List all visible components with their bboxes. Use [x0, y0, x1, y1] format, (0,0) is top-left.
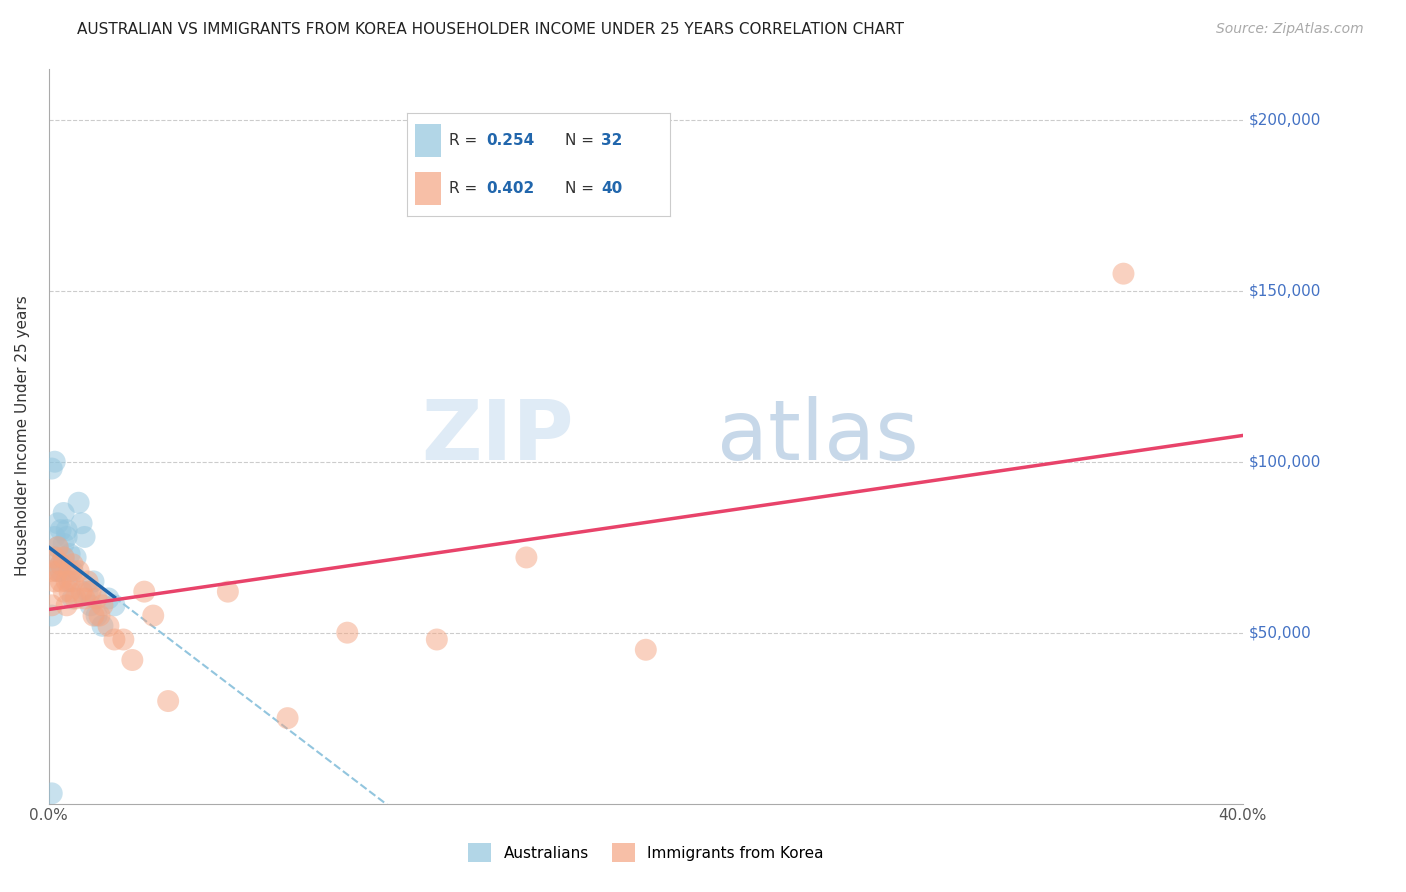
FancyBboxPatch shape [415, 172, 441, 205]
Point [83, 574, 105, 589]
Point [44, 530, 66, 544]
Point [65, 591, 87, 606]
Point [65, 550, 87, 565]
Text: AUSTRALIAN VS IMMIGRANTS FROM KOREA HOUSEHOLDER INCOME UNDER 25 YEARS CORRELATIO: AUSTRALIAN VS IMMIGRANTS FROM KOREA HOUS… [77, 22, 904, 37]
Point [217, 584, 239, 599]
Point [142, 608, 165, 623]
Text: atlas: atlas [717, 395, 920, 476]
Point [41, 599, 63, 613]
Point [76, 584, 98, 599]
Point [103, 599, 125, 613]
Point [336, 625, 359, 640]
Point [55, 530, 77, 544]
Point [46, 516, 69, 531]
FancyBboxPatch shape [415, 124, 441, 157]
Point [46, 564, 69, 578]
Point [89, 608, 111, 623]
Text: $150,000: $150,000 [1249, 284, 1322, 298]
Point [44, 550, 66, 565]
Point [59, 564, 82, 578]
Point [46, 564, 69, 578]
Point [52, 506, 75, 520]
Point [44, 455, 66, 469]
Point [46, 540, 69, 554]
Legend: Australians, Immigrants from Korea: Australians, Immigrants from Korea [461, 836, 831, 870]
Text: 32: 32 [602, 133, 623, 148]
Point [67, 564, 90, 578]
Point [52, 550, 75, 565]
Point [73, 591, 96, 606]
Point [86, 608, 108, 623]
Point [97, 619, 120, 633]
Point [62, 564, 84, 578]
Point [44, 550, 66, 565]
Point [41, 786, 63, 800]
Point [91, 619, 114, 633]
Point [1112, 267, 1135, 281]
Point [112, 632, 135, 647]
Text: R =: R = [449, 133, 482, 148]
Point [52, 537, 75, 551]
Point [515, 550, 537, 565]
Point [62, 574, 84, 589]
Point [79, 584, 101, 599]
Text: Source: ZipAtlas.com: Source: ZipAtlas.com [1216, 22, 1364, 37]
Point [49, 558, 72, 572]
Point [121, 653, 143, 667]
Y-axis label: Householder Income Under 25 years: Householder Income Under 25 years [15, 295, 30, 576]
Point [83, 608, 105, 623]
Point [91, 599, 114, 613]
Point [134, 584, 156, 599]
Point [41, 461, 63, 475]
Point [62, 558, 84, 572]
Point [79, 599, 101, 613]
Point [103, 632, 125, 647]
Text: $50,000: $50,000 [1249, 625, 1312, 640]
Point [49, 574, 72, 589]
Point [59, 547, 82, 561]
Point [49, 558, 72, 572]
Text: R =: R = [449, 181, 482, 196]
Point [44, 574, 66, 589]
Point [76, 574, 98, 589]
Point [52, 550, 75, 565]
Point [97, 591, 120, 606]
Text: $100,000: $100,000 [1249, 454, 1322, 469]
Point [55, 574, 77, 589]
Point [59, 584, 82, 599]
Point [62, 591, 84, 606]
Point [52, 584, 75, 599]
Point [634, 642, 657, 657]
Point [70, 516, 93, 531]
Text: ZIP: ZIP [422, 395, 574, 476]
Point [157, 694, 180, 708]
Point [67, 496, 90, 510]
Point [277, 711, 299, 725]
Text: N =: N = [565, 181, 599, 196]
Point [55, 523, 77, 537]
Text: $200,000: $200,000 [1249, 112, 1322, 128]
Point [59, 574, 82, 589]
Point [73, 530, 96, 544]
Point [55, 599, 77, 613]
Text: 0.402: 0.402 [486, 181, 534, 196]
Point [49, 523, 72, 537]
Point [41, 564, 63, 578]
Point [49, 564, 72, 578]
Text: N =: N = [565, 133, 599, 148]
Point [70, 584, 93, 599]
Point [86, 591, 108, 606]
Point [46, 540, 69, 554]
Point [41, 608, 63, 623]
Point [426, 632, 449, 647]
Text: 0.254: 0.254 [486, 133, 534, 148]
Text: 40: 40 [602, 181, 623, 196]
